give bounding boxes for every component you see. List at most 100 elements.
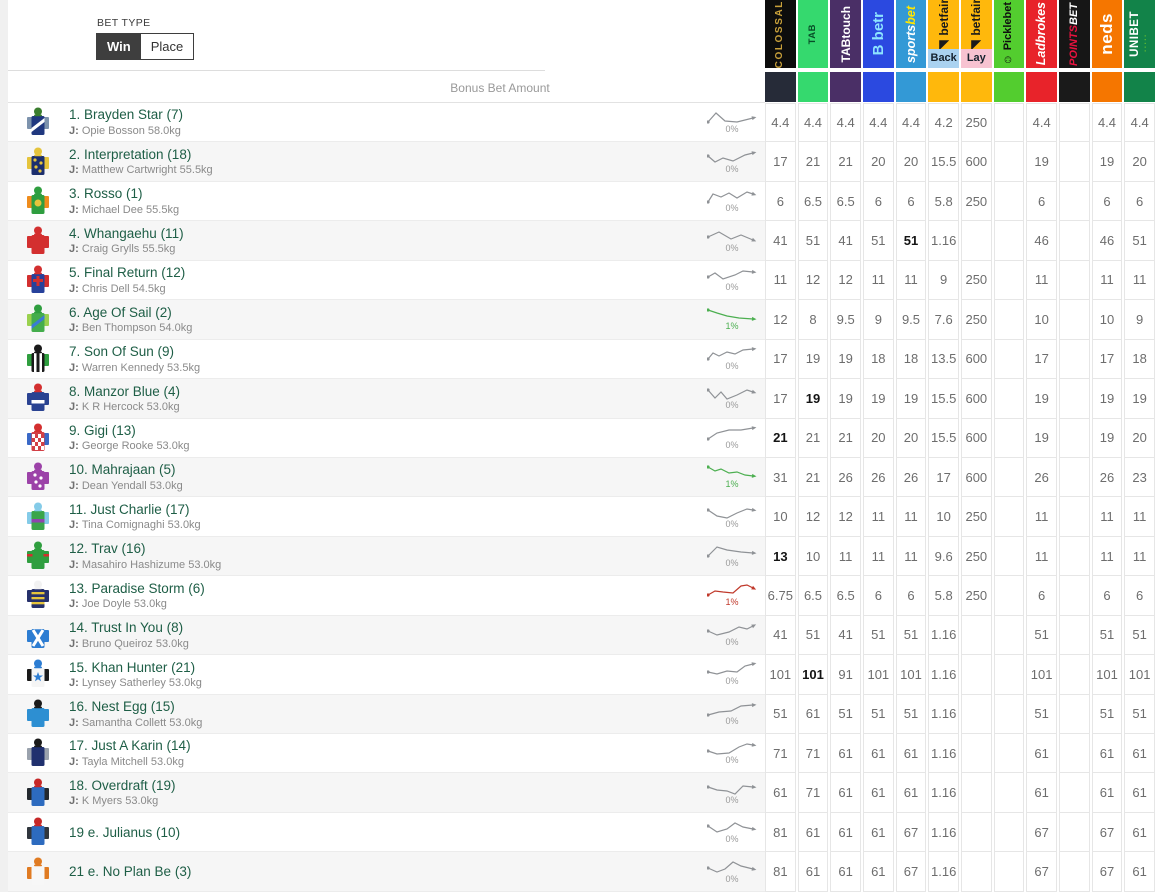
odds-cell-betfair-back[interactable]: 15.5 — [928, 418, 959, 458]
odds-cell-neds[interactable]: 46 — [1091, 221, 1123, 261]
horse-name-link[interactable]: 3. Rosso (1) — [69, 186, 143, 202]
odds-cell-neds[interactable]: 11 — [1091, 260, 1123, 301]
horse-name-link[interactable]: 7. Son Of Sun (9) — [69, 344, 175, 360]
odds-cell-sportsbet[interactable]: 61 — [895, 734, 927, 774]
odds-cell-betfair-back[interactable]: 9.6 — [928, 536, 959, 577]
odds-cell-tab[interactable]: 71 — [797, 773, 829, 813]
odds-cell-betr[interactable]: 51 — [862, 221, 894, 261]
odds-cell-ladbrokes[interactable]: 17 — [1026, 339, 1057, 380]
odds-cell-tabtouch[interactable]: 21 — [830, 142, 861, 182]
odds-cell-ladbrokes[interactable]: 67 — [1026, 852, 1057, 892]
horse-name-link[interactable]: 18. Overdraft (19) — [69, 777, 176, 793]
odds-cell-tab[interactable]: 12 — [797, 497, 829, 537]
odds-cell-tab[interactable]: 4.4 — [797, 103, 829, 143]
odds-cell-betfair-lay[interactable]: 250 — [960, 497, 992, 537]
odds-cell-betfair-back[interactable]: 1.16 — [928, 655, 959, 695]
odds-cell-sportsbet[interactable]: 61 — [895, 773, 927, 813]
odds-cell-sportsbet[interactable]: 51 — [895, 221, 927, 261]
odds-cell-betr[interactable]: 6 — [862, 576, 894, 616]
odds-cell-tab[interactable]: 51 — [797, 221, 829, 261]
bookmaker-header-pointsbet[interactable]: POINTSBET — [1058, 0, 1090, 68]
odds-cell-neds[interactable]: 19 — [1091, 142, 1123, 182]
odds-cell-betr[interactable]: 20 — [862, 418, 894, 458]
bookmaker-header-betfair-lay[interactable]: ◢ betfair Lay — [960, 0, 992, 68]
odds-cell-betfair-lay[interactable]: 600 — [960, 379, 992, 419]
odds-cell-betfair-back[interactable]: 10 — [928, 497, 959, 537]
odds-cell-tab[interactable]: 10 — [797, 536, 829, 577]
odds-cell-tab[interactable]: 21 — [797, 142, 829, 182]
odds-cell-tab[interactable]: 8 — [797, 300, 829, 340]
bookmaker-header-picklebet[interactable]: ☺ Picklebet — [993, 0, 1025, 68]
odds-cell-betr[interactable]: 9 — [862, 300, 894, 340]
odds-cell-betfair-back[interactable]: 15.5 — [928, 142, 959, 182]
bookmaker-header-betr[interactable]: B betr — [862, 0, 894, 68]
odds-cell-unibet[interactable]: 20 — [1124, 142, 1155, 182]
horse-name-link[interactable]: 5. Final Return (12) — [69, 265, 186, 281]
odds-cell-colossal[interactable]: 13 — [765, 536, 796, 577]
odds-cell-betfair-back[interactable]: 1.16 — [928, 852, 959, 892]
odds-cell-betfair-lay[interactable]: 250 — [960, 103, 992, 143]
odds-cell-betr[interactable]: 61 — [862, 773, 894, 813]
odds-cell-sportsbet[interactable]: 6 — [895, 576, 927, 616]
odds-cell-unibet[interactable]: 61 — [1124, 812, 1155, 853]
odds-cell-sportsbet[interactable]: 20 — [895, 142, 927, 182]
odds-cell-colossal[interactable]: 81 — [765, 812, 796, 853]
odds-cell-betr[interactable]: 51 — [862, 615, 894, 656]
odds-cell-betfair-back[interactable]: 13.5 — [928, 339, 959, 380]
odds-cell-betfair-back[interactable]: 5.8 — [928, 576, 959, 616]
odds-cell-betfair-back[interactable]: 1.16 — [928, 694, 959, 734]
horse-name-link[interactable]: 13. Paradise Storm (6) — [69, 580, 205, 596]
odds-cell-ladbrokes[interactable]: 26 — [1026, 457, 1057, 498]
odds-cell-unibet[interactable]: 23 — [1124, 457, 1155, 498]
odds-cell-tab[interactable]: 101 — [797, 655, 829, 695]
odds-cell-unibet[interactable]: 11 — [1124, 260, 1155, 301]
odds-cell-betfair-back[interactable]: 15.5 — [928, 379, 959, 419]
odds-cell-betr[interactable]: 18 — [862, 339, 894, 380]
odds-cell-neds[interactable]: 61 — [1091, 734, 1123, 774]
odds-cell-betfair-back[interactable]: 4.2 — [928, 103, 959, 143]
odds-cell-neds[interactable]: 51 — [1091, 694, 1123, 734]
odds-cell-betr[interactable]: 26 — [862, 457, 894, 498]
odds-cell-tab[interactable]: 61 — [797, 694, 829, 734]
odds-cell-ladbrokes[interactable]: 19 — [1026, 418, 1057, 458]
odds-cell-ladbrokes[interactable]: 4.4 — [1026, 103, 1057, 143]
odds-cell-unibet[interactable]: 61 — [1124, 852, 1155, 892]
odds-cell-tabtouch[interactable]: 19 — [830, 379, 861, 419]
odds-cell-tabtouch[interactable]: 6.5 — [830, 181, 861, 222]
odds-cell-unibet[interactable]: 51 — [1124, 694, 1155, 734]
odds-cell-colossal[interactable]: 4.4 — [765, 103, 796, 143]
odds-cell-neds[interactable]: 26 — [1091, 457, 1123, 498]
odds-cell-betfair-lay[interactable]: 250 — [960, 576, 992, 616]
odds-cell-sportsbet[interactable]: 4.4 — [895, 103, 927, 143]
horse-name-link[interactable]: 21 e. No Plan Be (3) — [69, 864, 192, 880]
odds-cell-betfair-back[interactable]: 5.8 — [928, 181, 959, 222]
odds-cell-betr[interactable]: 11 — [862, 497, 894, 537]
odds-cell-unibet[interactable]: 19 — [1124, 379, 1155, 419]
odds-cell-tab[interactable]: 21 — [797, 418, 829, 458]
odds-cell-colossal[interactable]: 41 — [765, 221, 796, 261]
bookmaker-header-tab[interactable]: TAB — [797, 0, 829, 68]
odds-cell-colossal[interactable]: 41 — [765, 615, 796, 656]
odds-cell-tab[interactable]: 61 — [797, 812, 829, 853]
odds-cell-colossal[interactable]: 6 — [765, 181, 796, 222]
horse-name-link[interactable]: 10. Mahrajaan (5) — [69, 462, 176, 478]
odds-cell-ladbrokes[interactable]: 67 — [1026, 812, 1057, 853]
odds-cell-tab[interactable]: 51 — [797, 615, 829, 656]
odds-cell-colossal[interactable]: 51 — [765, 694, 796, 734]
odds-cell-betfair-back[interactable]: 17 — [928, 457, 959, 498]
odds-cell-ladbrokes[interactable]: 51 — [1026, 694, 1057, 734]
bookmaker-header-sportsbet[interactable]: sportsbet — [895, 0, 927, 68]
odds-cell-tabtouch[interactable]: 61 — [830, 734, 861, 774]
odds-cell-colossal[interactable]: 21 — [765, 418, 796, 458]
odds-cell-unibet[interactable]: 20 — [1124, 418, 1155, 458]
odds-cell-colossal[interactable]: 17 — [765, 142, 796, 182]
odds-cell-tabtouch[interactable]: 61 — [830, 773, 861, 813]
odds-cell-tab[interactable]: 71 — [797, 734, 829, 774]
odds-cell-tab[interactable]: 61 — [797, 852, 829, 892]
odds-cell-neds[interactable]: 67 — [1091, 812, 1123, 853]
odds-cell-sportsbet[interactable]: 11 — [895, 536, 927, 577]
bet-type-win-button[interactable]: Win — [97, 34, 141, 59]
odds-cell-tabtouch[interactable]: 11 — [830, 536, 861, 577]
odds-cell-sportsbet[interactable]: 20 — [895, 418, 927, 458]
odds-cell-neds[interactable]: 11 — [1091, 536, 1123, 577]
